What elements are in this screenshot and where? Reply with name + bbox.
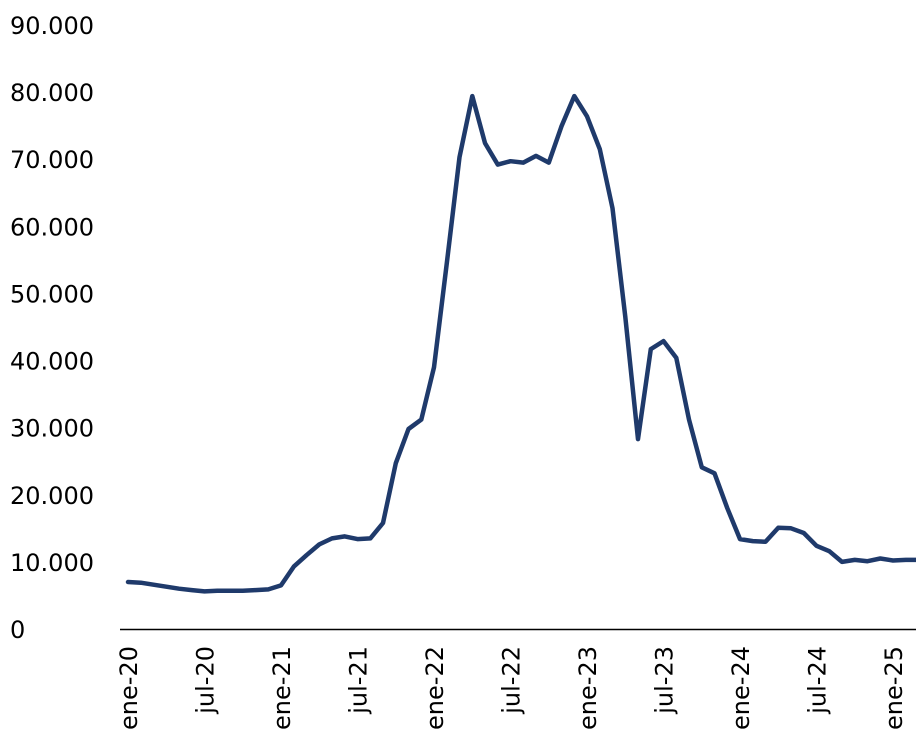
- data-point: [662, 339, 666, 343]
- y-tick-label: 0: [10, 616, 25, 644]
- y-tick-label: 10.000: [10, 549, 94, 577]
- data-point: [815, 544, 819, 548]
- data-point: [126, 580, 130, 584]
- x-tick-label: jul-24: [804, 646, 832, 715]
- x-tick-label: jul-22: [498, 646, 526, 715]
- data-point: [381, 521, 385, 525]
- data-point: [228, 589, 232, 593]
- data-point: [802, 531, 806, 535]
- y-axis-ticks: 0 10.000 20.000 30.000 40.000 50.000 60.000 70.…: [10, 12, 94, 644]
- data-point: [700, 465, 704, 469]
- data-point: [713, 471, 717, 475]
- x-tick-label: ene-25: [880, 646, 908, 730]
- data-point: [458, 155, 462, 159]
- x-tick-label: jul-20: [192, 646, 220, 715]
- data-point: [177, 587, 181, 591]
- data-point: [649, 347, 653, 351]
- data-point: [764, 540, 768, 544]
- data-point: [279, 583, 283, 587]
- y-tick-label: 30.000: [10, 415, 94, 443]
- data-point: [152, 583, 156, 587]
- data-point: [394, 461, 398, 465]
- data-point: [827, 549, 831, 553]
- x-axis-ticks: ene-20 jul-20 ene-21 jul-21 ene-22 jul-22 ene-…: [115, 646, 908, 730]
- y-tick-label: 70.000: [10, 146, 94, 174]
- data-point: [470, 94, 474, 98]
- data-point: [904, 558, 908, 562]
- data-point: [343, 534, 347, 538]
- data-point: [611, 206, 615, 210]
- data-point: [585, 114, 589, 118]
- data-point: [305, 553, 309, 557]
- data-point: [840, 560, 844, 564]
- x-tick-label: jul-21: [345, 646, 373, 715]
- data-point: [432, 365, 436, 369]
- data-point: [534, 154, 538, 158]
- data-point: [509, 159, 513, 163]
- y-tick-label: 20.000: [10, 482, 94, 510]
- y-tick-label: 80.000: [10, 79, 94, 107]
- data-point: [356, 537, 360, 541]
- data-point: [674, 356, 678, 360]
- x-tick-label: ene-20: [115, 646, 143, 730]
- data-point: [623, 315, 627, 319]
- data-point: [636, 437, 640, 441]
- data-point: [164, 585, 168, 589]
- data-point: [866, 559, 870, 563]
- data-point: [789, 526, 793, 530]
- data-point: [139, 581, 143, 585]
- data-point: [751, 539, 755, 543]
- data-point: [560, 124, 564, 128]
- x-tick-label: ene-24: [727, 646, 755, 730]
- x-tick-label: jul-23: [651, 646, 679, 715]
- data-point: [215, 589, 219, 593]
- data-point: [572, 94, 576, 98]
- x-tick-label: ene-21: [268, 646, 296, 730]
- data-point: [330, 536, 334, 540]
- data-point: [496, 163, 500, 167]
- data-point: [368, 536, 372, 540]
- data-point: [547, 161, 551, 165]
- series-line: [125, 93, 916, 594]
- x-tick-label: ene-23: [574, 646, 602, 730]
- data-point: [776, 526, 780, 530]
- data-point: [254, 588, 258, 592]
- data-point: [483, 141, 487, 145]
- series-group: [125, 93, 916, 594]
- y-tick-label: 40.000: [10, 348, 94, 376]
- data-point: [190, 588, 194, 592]
- data-point: [266, 587, 270, 591]
- data-point: [317, 542, 321, 546]
- data-point: [445, 261, 449, 265]
- data-point: [687, 418, 691, 422]
- data-point: [853, 558, 857, 562]
- data-point: [292, 565, 296, 569]
- y-tick-label: 60.000: [10, 213, 94, 241]
- data-point: [891, 559, 895, 563]
- data-point: [203, 589, 207, 593]
- data-point: [725, 506, 729, 510]
- data-point: [878, 557, 882, 561]
- data-point: [241, 589, 245, 593]
- data-point: [598, 147, 602, 151]
- data-point: [419, 418, 423, 422]
- y-tick-label: 90.000: [10, 12, 94, 40]
- y-tick-label: 50.000: [10, 280, 94, 308]
- data-point: [521, 161, 525, 165]
- data-point: [738, 537, 742, 541]
- data-point: [407, 427, 411, 431]
- x-tick-label: ene-22: [421, 646, 449, 730]
